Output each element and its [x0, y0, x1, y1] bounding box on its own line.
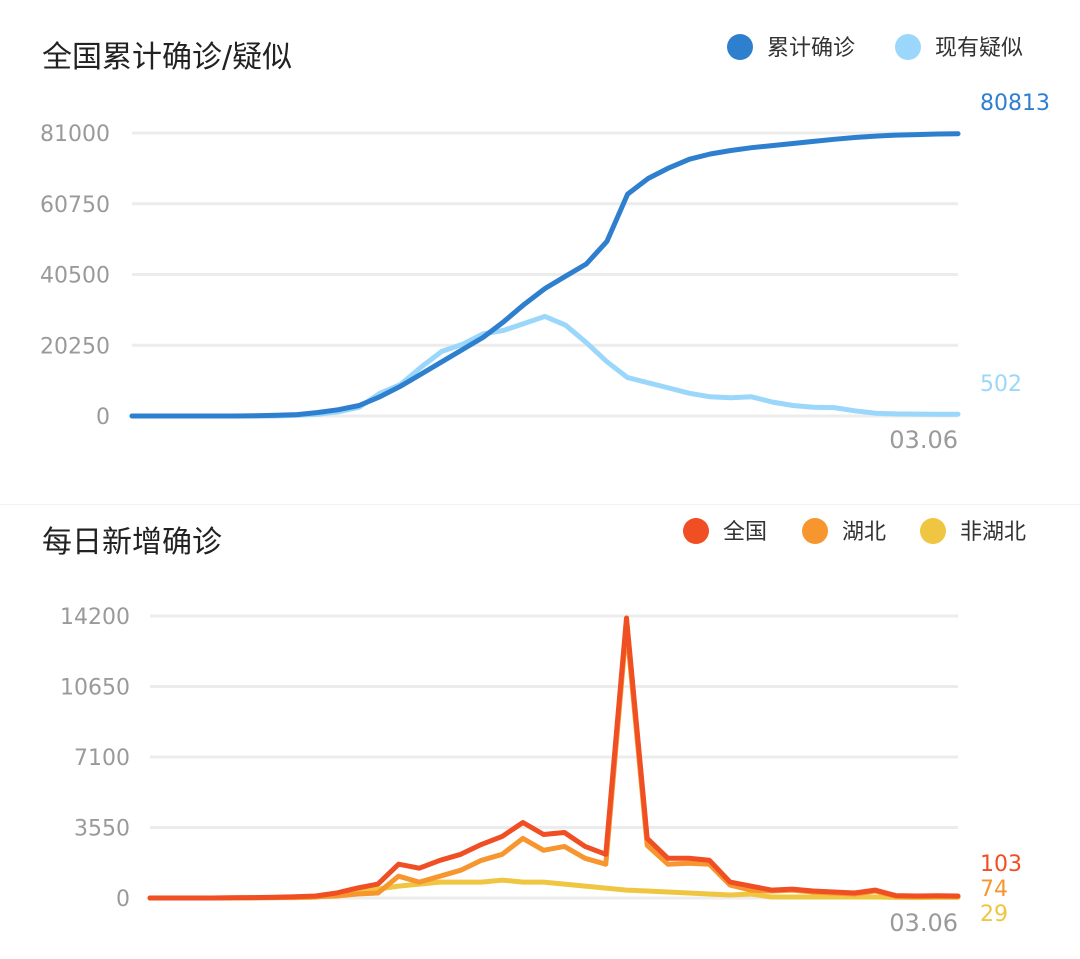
- series-line-hubei: [147, 623, 961, 901]
- cumulative-chart: 0 20250 40500 60750 81000 03.06 80813 累计确诊 502 现有…: [40, 34, 1050, 454]
- end-value-label: 502: [980, 372, 1022, 397]
- legend-marker: [920, 518, 946, 544]
- legend-label: 湖北: [842, 520, 886, 545]
- y-tick-label: 60750: [40, 193, 110, 218]
- legend-marker: [727, 34, 753, 60]
- y-tick-label: 3550: [74, 817, 130, 842]
- y-tick-label: 20250: [40, 334, 110, 359]
- chart-title: 全国累计确诊/疑似: [42, 40, 293, 75]
- y-tick-label: 0: [116, 887, 130, 912]
- x-tick-label: 03.06: [889, 426, 958, 454]
- y-tick-label: 81000: [40, 122, 110, 147]
- daily-new-chart-panel: 每日新增确诊 0 3550 7100 10650 14200 03.06 103 全国 74 湖北…: [0, 504, 1080, 959]
- legend-marker: [895, 34, 921, 60]
- cumulative-chart-panel: 全国累计确诊/疑似 0 20250 40500 60750 81000 03.06 8081…: [40, 34, 1050, 454]
- legend-label: 全国: [723, 520, 767, 545]
- y-tick-label: 14200: [60, 605, 130, 630]
- legend-marker: [802, 518, 828, 544]
- y-tick-label: 0: [96, 405, 110, 430]
- y-tick-label: 40500: [40, 264, 110, 289]
- series-line-national: [147, 615, 961, 901]
- daily-new-chart: 0 3550 7100 10650 14200 03.06 103 全国 74 湖北 29 非湖北: [60, 518, 1026, 937]
- end-value-label: 29: [980, 902, 1008, 927]
- chart-title: 每日新增确诊: [42, 525, 222, 560]
- series-line-suspected: [129, 313, 961, 419]
- series-line-cumulative: [129, 131, 961, 419]
- legend-marker: [683, 518, 709, 544]
- y-tick-label: 7100: [74, 746, 130, 771]
- legend-label: 现有疑似: [935, 36, 1023, 61]
- end-value-label: 103: [980, 852, 1022, 877]
- x-tick-label: 03.06: [889, 909, 958, 937]
- y-tick-label: 10650: [60, 676, 130, 701]
- end-value-label: 74: [980, 877, 1008, 902]
- legend-label: 累计确诊: [767, 36, 855, 61]
- end-value-label: 80813: [980, 91, 1050, 116]
- legend-label: 非湖北: [960, 520, 1026, 545]
